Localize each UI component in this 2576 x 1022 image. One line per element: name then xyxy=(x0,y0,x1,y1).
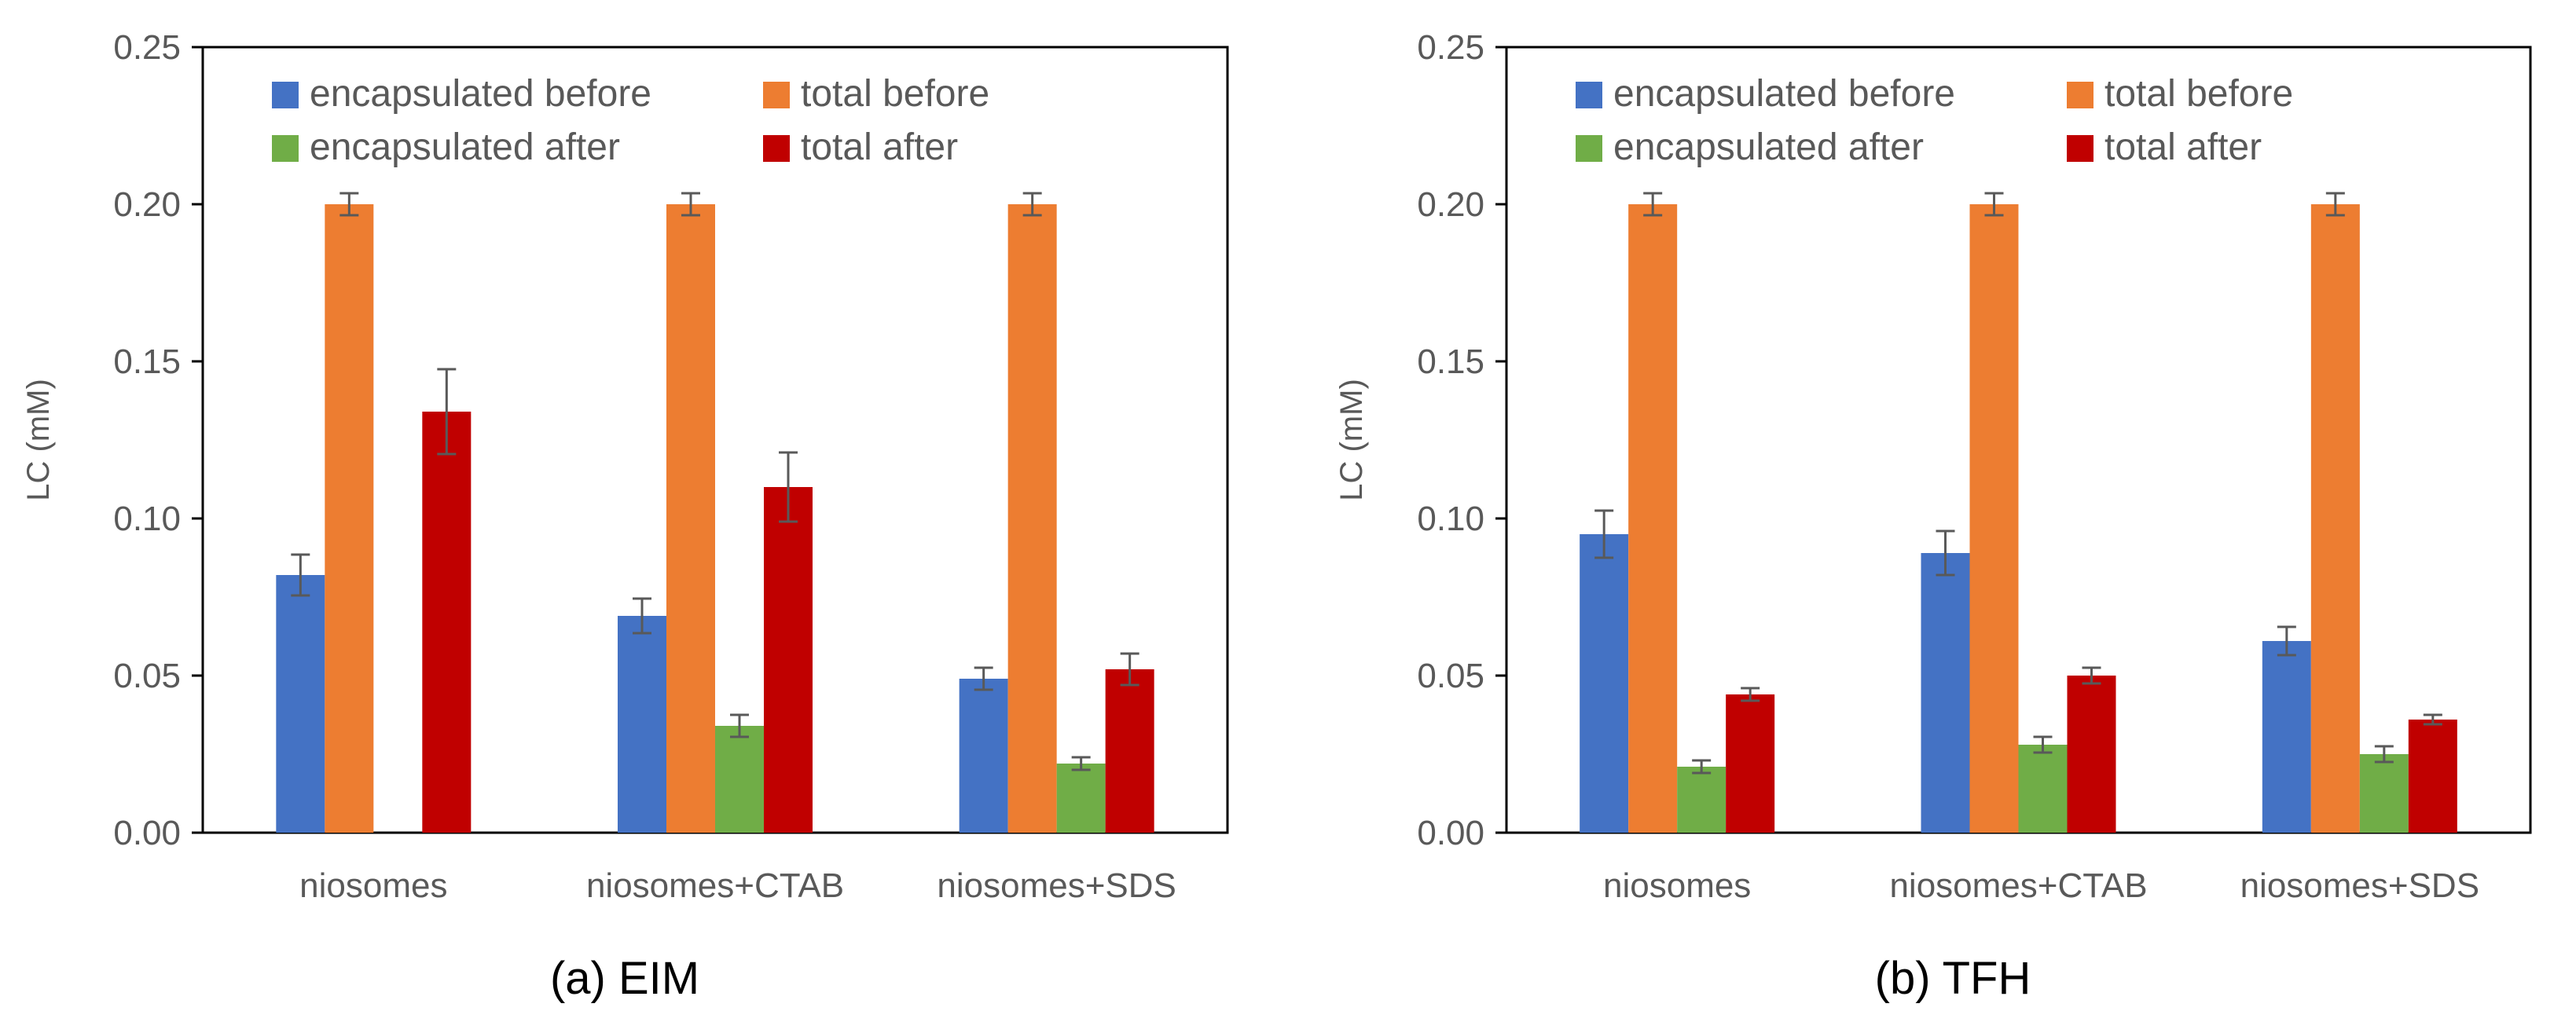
panel-b-bar-total-after-niosomes-ctab xyxy=(2067,676,2116,833)
panel-a-bar-encapsulated-before-niosomes-ctab xyxy=(618,616,666,833)
panel-a-y-tick-label: 0.10 xyxy=(113,500,181,538)
panel-a-bar-total-after-niosomes-sds xyxy=(1105,669,1154,833)
panel-b-bar-encapsulated-before-niosomes-ctab xyxy=(1921,553,1970,833)
panel-a-x-tick-label-niosomes-sds: niosomes+SDS xyxy=(937,866,1176,905)
panel-b-caption: (b) TFH xyxy=(1875,953,2031,1004)
panel-b-y-tick-label: 0.15 xyxy=(1417,342,1484,381)
panel-b-y-axis-label: LC (mM) xyxy=(1334,379,1369,501)
panel-b-bar-encapsulated-before-niosomes-sds xyxy=(2262,641,2311,833)
panel-a-caption: (a) EIM xyxy=(550,953,699,1004)
panel-b-bar-encapsulated-after-niosomes-sds xyxy=(2359,754,2409,833)
panel-b-legend-label-encapsulated-after: encapsulated after xyxy=(1613,126,1924,168)
panel-a-bar-total-after-niosomes xyxy=(422,412,472,833)
panel-a-legend-label-total-before: total before xyxy=(801,73,989,115)
panel-b-bar-encapsulated-after-niosomes xyxy=(1677,767,1727,833)
panel-b-legend-label-total-before: total before xyxy=(2104,73,2293,115)
panel-b-bar-total-after-niosomes xyxy=(1726,694,1775,833)
panel-a-legend-swatch-total-after xyxy=(763,135,790,162)
panel-b-legend-swatch-encapsulated-after xyxy=(1576,135,1602,162)
panel-b-y-tick-label: 0.20 xyxy=(1417,185,1484,224)
panel-b-x-tick-label-niosomes: niosomes xyxy=(1603,866,1751,905)
panel-a-legend-swatch-total-before xyxy=(763,82,790,108)
panel-b-y-tick-label: 0.00 xyxy=(1417,814,1484,852)
panel-b-y-tick-label: 0.10 xyxy=(1417,500,1484,538)
panel-b-legend-swatch-total-after xyxy=(2067,135,2093,162)
panel-b-x-tick-label-niosomes-sds: niosomes+SDS xyxy=(2240,866,2479,905)
panel-b-y-tick-label: 0.05 xyxy=(1417,657,1484,695)
panel-a-y-tick-label: 0.00 xyxy=(113,814,181,852)
panel-b-bar-encapsulated-after-niosomes-ctab xyxy=(2018,745,2068,833)
panel-b-bar-encapsulated-before-niosomes xyxy=(1580,534,1629,833)
panel-a-x-tick-label-niosomes-ctab: niosomes+CTAB xyxy=(586,866,844,905)
panel-a-bar-total-before-niosomes-sds xyxy=(1007,204,1057,833)
panel-a-legend-swatch-encapsulated-after xyxy=(272,135,299,162)
panel-a-y-axis-label: LC (mM) xyxy=(21,379,56,501)
panel-a-x-tick-label-niosomes: niosomes xyxy=(299,866,447,905)
panel-a-legend-label-total-after: total after xyxy=(801,126,958,168)
panel-b-bar-total-before-niosomes-ctab xyxy=(1969,204,2019,833)
panel-a-bar-total-before-niosomes xyxy=(325,204,374,833)
panel-b-bar-total-after-niosomes-sds xyxy=(2408,720,2457,833)
panel-b-legend-label-total-after: total after xyxy=(2104,126,2262,168)
panel-a-y-tick-label: 0.25 xyxy=(113,28,181,67)
panel-a-legend-label-encapsulated-after: encapsulated after xyxy=(310,126,620,168)
panel-b-chart: 0.00 0.05 0.10 0.15 0.20 0.25 LC (mM) niosomes n… xyxy=(1334,28,2532,1004)
panel-a-bar-total-before-niosomes-ctab xyxy=(666,204,715,833)
panel-a-chart: 0.00 0.05 0.10 0.15 0.20 0.25 LC (mM) niosomes n… xyxy=(21,28,1229,1004)
panel-b-bar-total-before-niosomes-sds xyxy=(2310,204,2360,833)
panel-b-y-tick-label: 0.25 xyxy=(1417,28,1484,67)
panel-a-legend-swatch-encapsulated-before xyxy=(272,82,299,108)
panel-a-legend-label-encapsulated-before: encapsulated before xyxy=(310,73,651,115)
panel-a-y-tick-label: 0.15 xyxy=(113,342,181,381)
panel-a-y-tick-label: 0.05 xyxy=(113,657,181,695)
panel-a-bar-encapsulated-before-niosomes xyxy=(276,575,325,833)
panel-a-bar-encapsulated-after-niosomes-sds xyxy=(1056,764,1106,833)
panel-a-bar-encapsulated-after-niosomes-ctab xyxy=(715,726,764,833)
panel-b-legend-swatch-encapsulated-before xyxy=(1576,82,1602,108)
panel-b-legend-label-encapsulated-before: encapsulated before xyxy=(1613,73,1955,115)
panel-a-y-tick-label: 0.20 xyxy=(113,185,181,224)
panel-b-bar-total-before-niosomes xyxy=(1628,204,1678,833)
panel-a-bar-total-after-niosomes-ctab xyxy=(764,487,813,833)
panel-a-bar-encapsulated-before-niosomes-sds xyxy=(959,679,1008,833)
panel-b-x-tick-label-niosomes-ctab: niosomes+CTAB xyxy=(1889,866,2147,905)
panel-b-legend-swatch-total-before xyxy=(2067,82,2093,108)
